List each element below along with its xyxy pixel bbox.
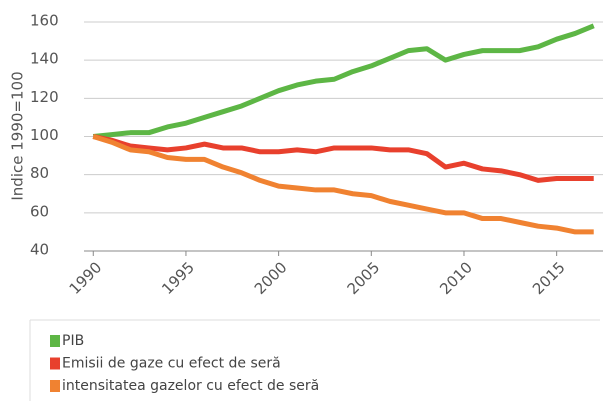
y-tick-label: 60 — [30, 202, 49, 220]
x-tick-label: 2005 — [344, 258, 384, 298]
series-line — [92, 134, 594, 235]
series-line — [93, 23, 595, 139]
y-tick-label: 40 — [30, 241, 49, 259]
y-tick-label: 120 — [30, 88, 59, 106]
legend-label: intensitatea gazelor cu efect de seră — [62, 378, 319, 394]
series-line — [92, 134, 594, 183]
x-tick-label: 2000 — [251, 258, 291, 298]
legend-swatch — [50, 335, 60, 347]
y-tick-label: 140 — [30, 50, 59, 68]
x-tick-label: 2015 — [529, 258, 569, 298]
y-tick-label: 100 — [30, 126, 59, 144]
y-axis-label: Indice 1990=100 — [9, 71, 27, 200]
legend-label: Emisii de gaze cu efect de seră — [62, 356, 281, 372]
legend-label: PIB — [62, 333, 84, 349]
legend-swatch — [50, 357, 60, 370]
legend-swatch — [50, 380, 60, 392]
x-tick-label: 2010 — [436, 258, 476, 298]
x-tick-label: 1995 — [158, 258, 198, 298]
x-tick-label: 1990 — [66, 258, 106, 298]
y-tick-label: 160 — [30, 12, 59, 30]
y-tick-label: 80 — [30, 164, 49, 182]
